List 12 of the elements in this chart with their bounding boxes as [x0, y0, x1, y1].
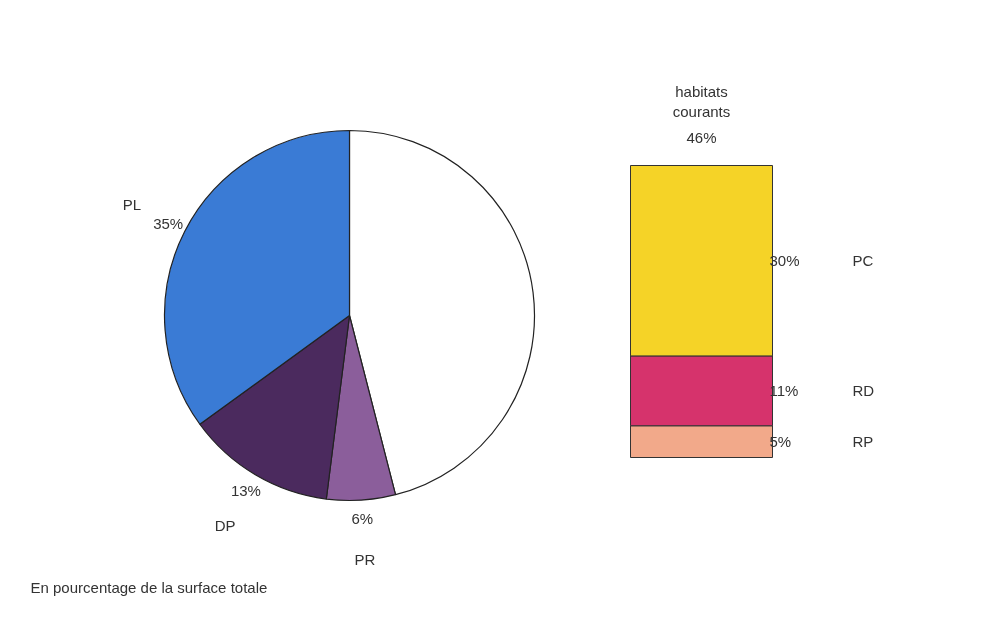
slice-label: PR [354, 550, 376, 568]
data-label: 13% [230, 482, 261, 500]
data-label: 6% [351, 510, 374, 528]
slice-label: PL [122, 196, 142, 214]
text: PC [852, 252, 874, 270]
text: RP [852, 433, 874, 451]
data-label: 35% [153, 214, 184, 232]
slice-label: habitats courants [672, 83, 731, 121]
text: En pourcentage de la surface totale [30, 579, 268, 596]
data-label: 46% [686, 129, 717, 146]
slice-label: DP [214, 517, 236, 535]
text: RD [852, 382, 875, 400]
